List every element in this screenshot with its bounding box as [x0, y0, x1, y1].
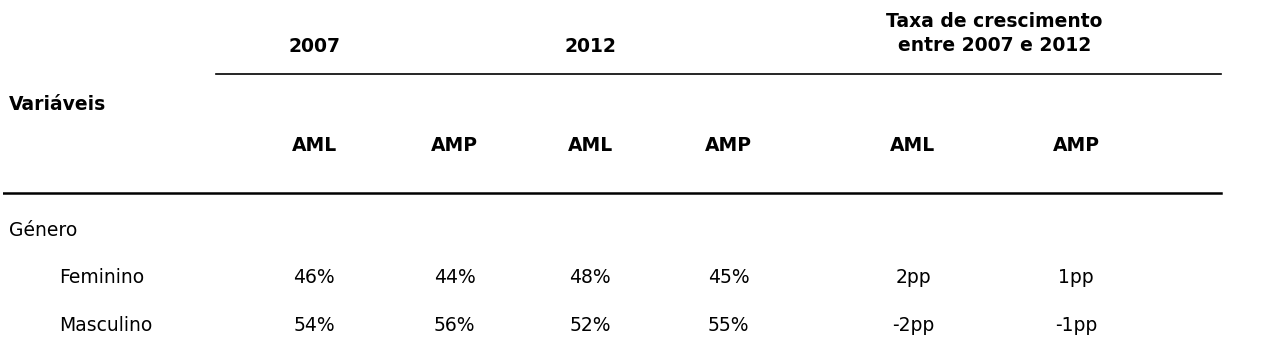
Text: 55%: 55% — [707, 316, 749, 335]
Text: AML: AML — [890, 136, 936, 155]
Text: Feminino: Feminino — [59, 268, 145, 287]
Text: -1pp: -1pp — [1055, 316, 1097, 335]
Text: 46%: 46% — [294, 268, 335, 287]
Text: -2pp: -2pp — [892, 316, 934, 335]
Text: AMP: AMP — [1053, 136, 1100, 155]
Text: AMP: AMP — [431, 136, 478, 155]
Text: Género: Género — [9, 221, 77, 240]
Text: 2pp: 2pp — [895, 268, 931, 287]
Text: Taxa de crescimento
entre 2007 e 2012: Taxa de crescimento entre 2007 e 2012 — [886, 12, 1103, 55]
Text: AML: AML — [567, 136, 613, 155]
Text: 56%: 56% — [434, 316, 475, 335]
Text: 2012: 2012 — [565, 37, 617, 56]
Text: 1pp: 1pp — [1058, 268, 1095, 287]
Text: AML: AML — [291, 136, 337, 155]
Text: AMP: AMP — [705, 136, 752, 155]
Text: 2007: 2007 — [288, 37, 340, 56]
Text: Variáveis: Variáveis — [9, 95, 106, 114]
Text: 54%: 54% — [294, 316, 335, 335]
Text: 48%: 48% — [570, 268, 612, 287]
Text: Masculino: Masculino — [59, 316, 153, 335]
Text: 44%: 44% — [434, 268, 475, 287]
Text: 45%: 45% — [707, 268, 749, 287]
Text: 52%: 52% — [570, 316, 612, 335]
